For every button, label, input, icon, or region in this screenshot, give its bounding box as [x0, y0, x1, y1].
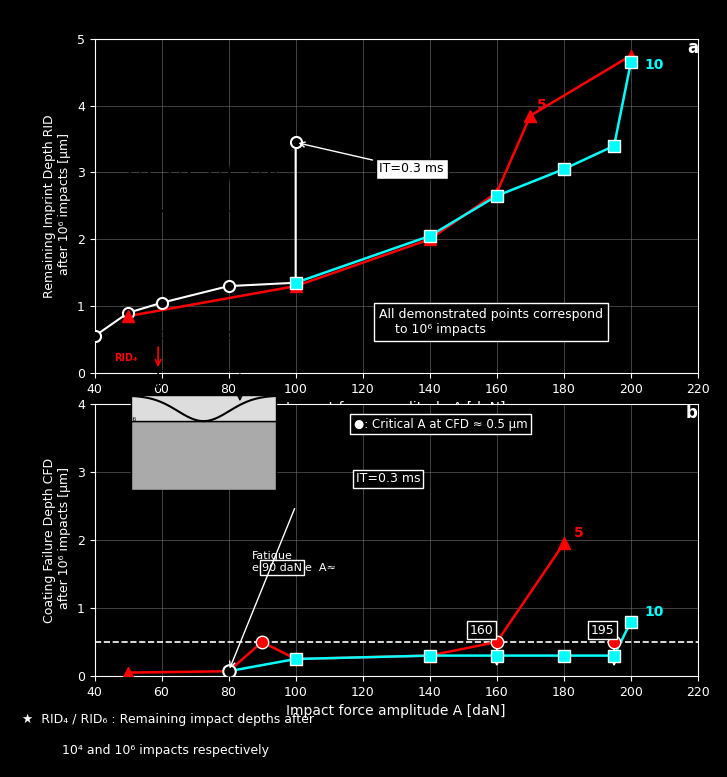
X-axis label: Impact force amplitude A [daN]: Impact force amplitude A [daN] [286, 401, 506, 415]
Y-axis label: Remaining Imprint Depth RID
 after 10⁶ impacts [μm]: Remaining Imprint Depth RID after 10⁶ im… [43, 114, 71, 298]
Text: 195: 195 [590, 624, 614, 637]
Text: IT=0.3 ms: IT=0.3 ms [300, 142, 444, 176]
Text: CFD: CFD [244, 382, 264, 392]
Text: All demonstrated points correspond
    to 10⁶ impacts: All demonstrated points correspond to 10… [379, 308, 603, 336]
Text: ●: Critical A at CFD ≈ 0.5 μm: ●: Critical A at CFD ≈ 0.5 μm [354, 418, 528, 430]
Text: Impact
Force IF: Impact Force IF [97, 141, 134, 162]
Text: 10⁴ and 10⁶ impacts respectively: 10⁴ and 10⁶ impacts respectively [22, 744, 269, 757]
Text: t: t [276, 211, 281, 221]
Text: IT: IT [137, 217, 146, 227]
Text: ★  RID₄ / RID₆ : Remaining impact depths after: ★ RID₄ / RID₆ : Remaining impact depths … [22, 713, 314, 726]
Text: RID₆: RID₆ [115, 413, 136, 423]
Text: 90 daN: 90 daN [262, 563, 302, 573]
X-axis label: Impact force amplitude A [daN]: Impact force amplitude A [daN] [286, 704, 506, 718]
Text: 5: 5 [537, 98, 547, 112]
Text: 5: 5 [574, 525, 584, 539]
Text: 10: 10 [644, 605, 664, 619]
Text: Fatigue
endurance  A≈: Fatigue endurance A≈ [252, 551, 336, 573]
Text: IT=0.3 ms: IT=0.3 ms [356, 472, 420, 485]
Polygon shape [131, 421, 276, 490]
Text: 160: 160 [470, 624, 494, 637]
Y-axis label: Coating Failure Depth CFD
 after 10⁶ impacts [μm]: Coating Failure Depth CFD after 10⁶ impa… [43, 458, 71, 622]
Polygon shape [131, 395, 276, 421]
Text: 10: 10 [644, 58, 664, 72]
Text: CFD=RID₆-RID₄★: CFD=RID₆-RID₄★ [158, 331, 246, 341]
Text: a: a [687, 39, 698, 57]
Text: RID₄: RID₄ [115, 354, 137, 364]
Text: b: b [686, 404, 698, 422]
Text: A: A [277, 161, 285, 171]
